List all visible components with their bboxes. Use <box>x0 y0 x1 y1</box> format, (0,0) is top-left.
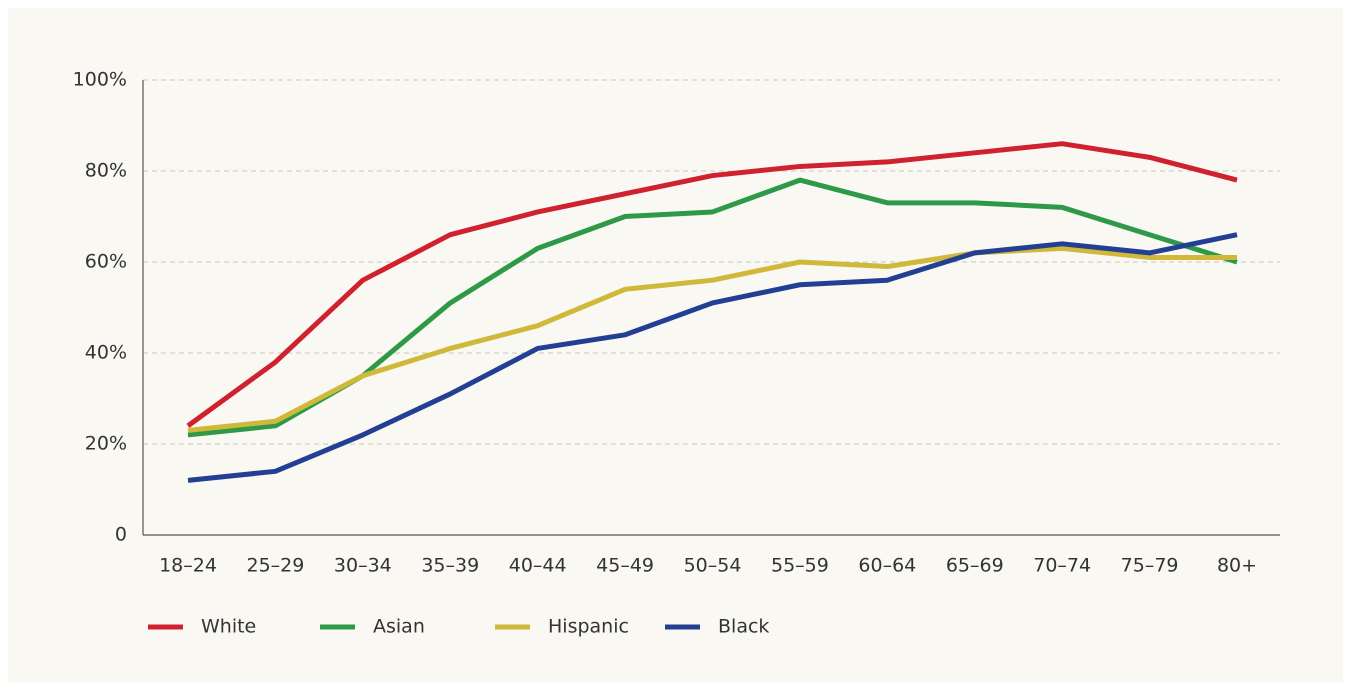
y-tick-label: 40% <box>85 342 127 364</box>
legend-label: White <box>201 616 256 638</box>
y-tick-label: 100% <box>73 69 127 91</box>
y-tick-label: 20% <box>85 433 127 455</box>
x-tick-label: 40–44 <box>509 555 567 577</box>
x-tick-label: 50–54 <box>684 555 742 577</box>
series-line <box>187 245 1237 433</box>
x-tick-label: 65–69 <box>946 555 1004 577</box>
x-tick-label: 80+ <box>1217 555 1257 577</box>
x-tick-label: 60–64 <box>858 555 916 577</box>
series-line <box>186 141 1238 428</box>
x-tick-label: 18–24 <box>159 555 217 577</box>
y-tick-label: 80% <box>85 160 127 182</box>
legend-label: Hispanic <box>548 616 629 638</box>
legend-label: Black <box>718 616 769 638</box>
x-tick-label: 70–74 <box>1033 555 1091 577</box>
chart-background <box>8 8 1343 683</box>
x-tick-label: 75–79 <box>1121 555 1179 577</box>
x-tick-label: 25–29 <box>246 555 304 577</box>
x-tick-label: 45–49 <box>596 555 654 577</box>
y-tick-label: 0 <box>115 524 127 546</box>
x-tick-label: 30–34 <box>334 555 392 577</box>
series-line <box>187 232 1238 483</box>
legend-label: Asian <box>373 616 425 638</box>
x-tick-label: 55–59 <box>771 555 829 577</box>
y-tick-label: 60% <box>85 251 127 273</box>
x-tick-label: 35–39 <box>421 555 479 577</box>
